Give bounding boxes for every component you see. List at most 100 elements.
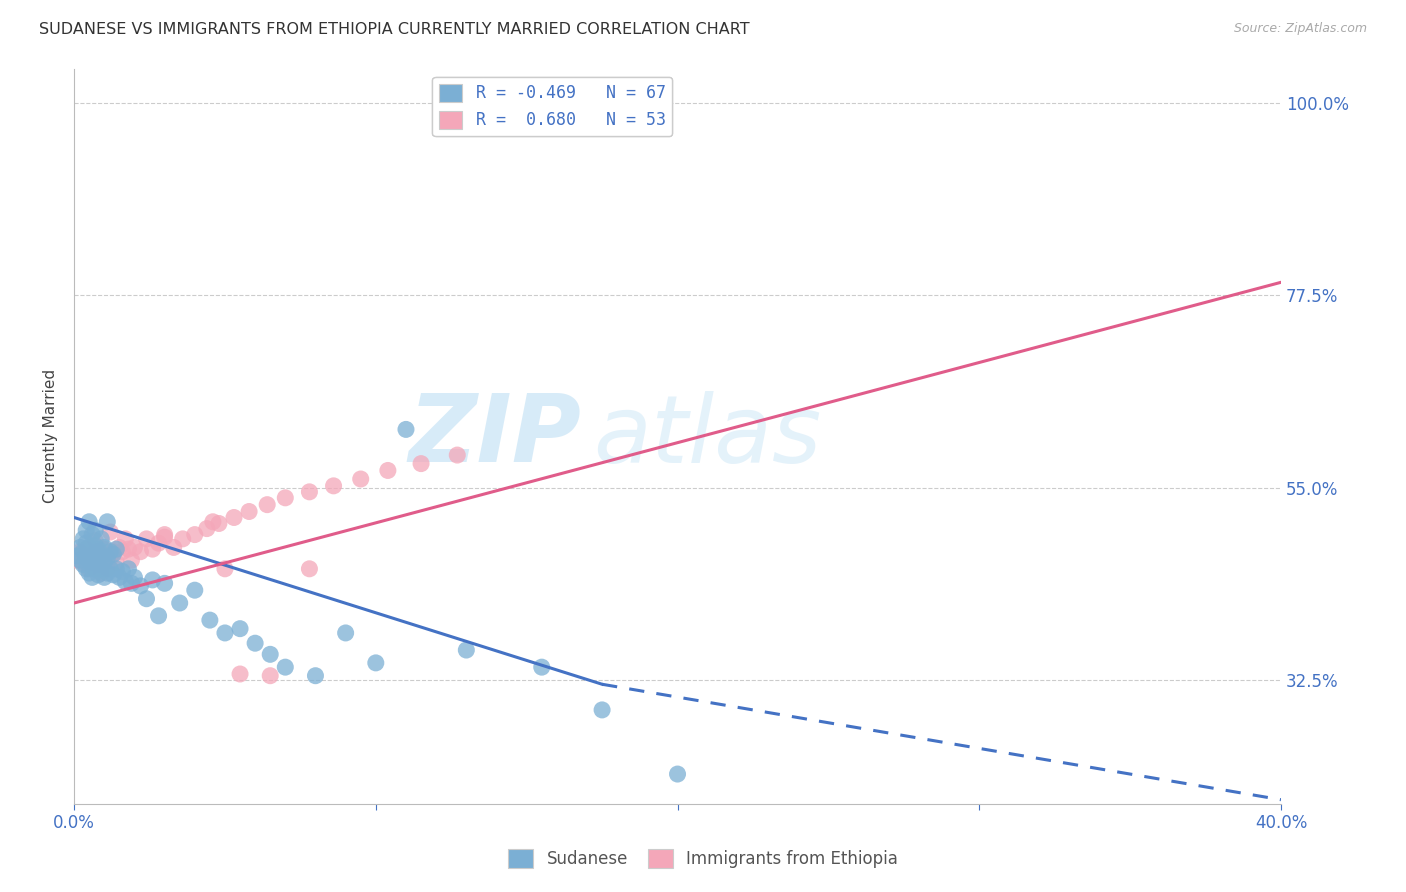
Point xyxy=(259,669,281,683)
Point xyxy=(666,767,689,781)
Point xyxy=(72,532,94,546)
Point xyxy=(135,591,157,606)
Point xyxy=(304,669,326,683)
Point xyxy=(96,566,118,580)
Point xyxy=(75,542,97,557)
Point xyxy=(77,562,100,576)
Point xyxy=(82,545,104,559)
Point xyxy=(238,504,260,518)
Point xyxy=(82,558,104,572)
Text: ZIP: ZIP xyxy=(408,391,581,483)
Point xyxy=(105,562,128,576)
Point xyxy=(69,541,91,555)
Point xyxy=(75,524,97,538)
Point xyxy=(105,542,128,557)
Point xyxy=(87,542,110,557)
Point xyxy=(377,463,399,477)
Point xyxy=(69,545,91,559)
Point xyxy=(222,510,245,524)
Point xyxy=(117,562,139,576)
Point xyxy=(172,532,194,546)
Point xyxy=(90,549,112,563)
Point xyxy=(82,570,104,584)
Point xyxy=(335,626,357,640)
Legend: Sudanese, Immigrants from Ethiopia: Sudanese, Immigrants from Ethiopia xyxy=(502,843,904,875)
Point xyxy=(93,556,115,570)
Point xyxy=(350,472,373,486)
Point xyxy=(214,562,236,576)
Point xyxy=(93,570,115,584)
Point xyxy=(169,596,191,610)
Point xyxy=(66,553,89,567)
Point xyxy=(214,626,236,640)
Point xyxy=(184,527,207,541)
Legend: R = -0.469   N = 67, R =  0.680   N = 53: R = -0.469 N = 67, R = 0.680 N = 53 xyxy=(433,77,672,136)
Point xyxy=(129,579,152,593)
Point xyxy=(364,656,387,670)
Point xyxy=(208,516,231,531)
Point xyxy=(274,660,297,674)
Point xyxy=(530,660,553,674)
Point xyxy=(108,570,131,584)
Point xyxy=(66,549,89,563)
Point xyxy=(75,562,97,576)
Point xyxy=(75,536,97,550)
Point xyxy=(298,562,321,576)
Point xyxy=(84,524,107,538)
Point xyxy=(103,547,125,561)
Point xyxy=(90,562,112,576)
Point xyxy=(274,491,297,505)
Point xyxy=(184,583,207,598)
Point xyxy=(456,643,478,657)
Point xyxy=(84,533,107,548)
Point xyxy=(90,532,112,546)
Point xyxy=(77,549,100,563)
Point xyxy=(148,536,170,550)
Point xyxy=(77,566,100,580)
Point xyxy=(69,553,91,567)
Point xyxy=(98,550,121,565)
Point xyxy=(163,541,186,555)
Point xyxy=(111,565,134,579)
Point xyxy=(120,576,142,591)
Point xyxy=(72,558,94,572)
Point xyxy=(114,574,136,589)
Point xyxy=(322,479,344,493)
Point xyxy=(96,562,118,576)
Point xyxy=(229,667,252,681)
Point xyxy=(84,550,107,565)
Text: atlas: atlas xyxy=(593,391,821,482)
Point xyxy=(153,576,176,591)
Text: Source: ZipAtlas.com: Source: ZipAtlas.com xyxy=(1233,22,1367,36)
Point xyxy=(98,562,121,576)
Point xyxy=(105,556,128,570)
Point xyxy=(93,556,115,570)
Point xyxy=(77,541,100,555)
Point xyxy=(93,542,115,557)
Point xyxy=(129,545,152,559)
Point xyxy=(96,515,118,529)
Point xyxy=(84,545,107,559)
Point xyxy=(108,541,131,555)
Point xyxy=(117,542,139,557)
Point xyxy=(409,457,432,471)
Point xyxy=(259,648,281,662)
Point xyxy=(135,532,157,546)
Point xyxy=(201,515,224,529)
Point xyxy=(195,522,218,536)
Point xyxy=(87,558,110,572)
Point xyxy=(141,542,163,557)
Point xyxy=(72,545,94,559)
Point xyxy=(84,562,107,576)
Point xyxy=(243,636,266,650)
Point xyxy=(93,541,115,555)
Point xyxy=(82,556,104,570)
Point xyxy=(98,545,121,559)
Point xyxy=(198,613,221,627)
Point xyxy=(124,570,146,584)
Point xyxy=(153,527,176,541)
Point xyxy=(120,553,142,567)
Point xyxy=(82,527,104,541)
Point xyxy=(84,539,107,553)
Point xyxy=(153,530,176,544)
